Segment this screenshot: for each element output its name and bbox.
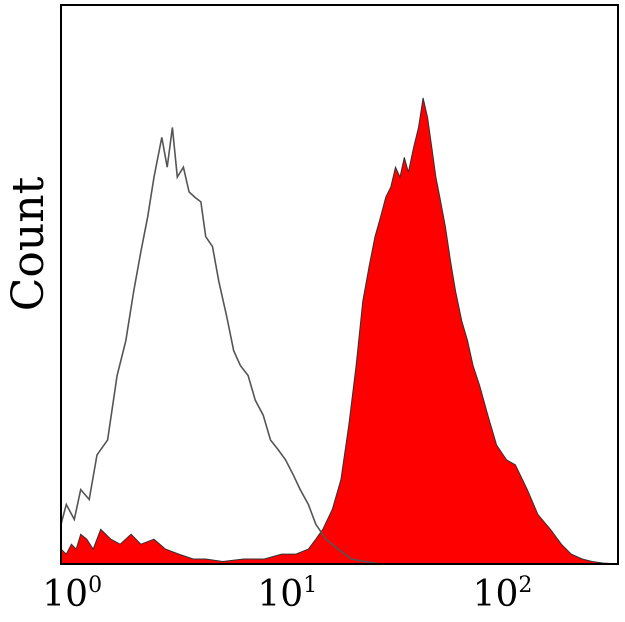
x-tick-base: 10 bbox=[257, 574, 303, 615]
series-layer bbox=[60, 97, 619, 565]
x-tick-label: 100 bbox=[42, 573, 102, 615]
x-tick-label: 102 bbox=[473, 573, 533, 615]
x-tick-exponent: 0 bbox=[88, 573, 102, 598]
x-tick-label: 101 bbox=[257, 573, 317, 615]
filled-histogram-series bbox=[60, 97, 619, 565]
x-tick-base: 10 bbox=[473, 574, 519, 615]
y-axis-label: Count bbox=[3, 176, 54, 311]
x-tick-labels: 100 101 102 bbox=[42, 573, 532, 615]
x-tick-exponent: 2 bbox=[518, 573, 532, 598]
x-tick-base: 10 bbox=[42, 574, 88, 615]
plot-background bbox=[61, 5, 618, 564]
plot-frame bbox=[60, 4, 619, 565]
outline-histogram-series bbox=[60, 127, 381, 565]
x-tick-exponent: 1 bbox=[303, 573, 317, 598]
